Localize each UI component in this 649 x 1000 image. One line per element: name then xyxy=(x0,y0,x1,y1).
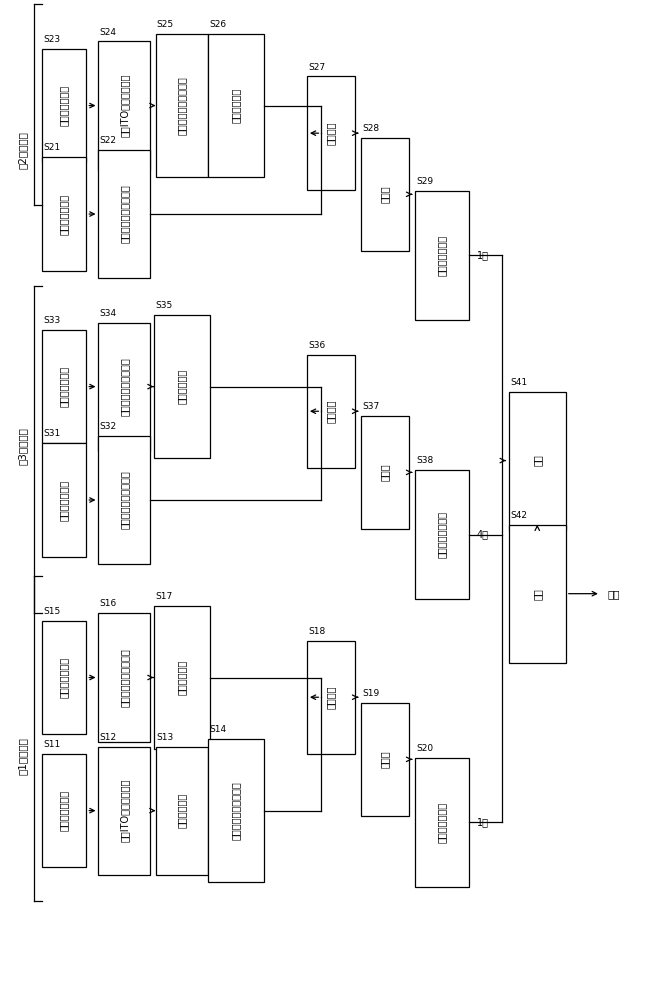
Text: S24: S24 xyxy=(100,28,117,37)
Text: 加工上方的基板: 加工上方的基板 xyxy=(59,790,69,831)
Text: 4个: 4个 xyxy=(476,530,489,540)
Bar xyxy=(99,150,151,278)
Text: 形成取向膜，取向处理: 形成取向膜，取向处理 xyxy=(119,648,129,707)
Bar xyxy=(99,436,151,564)
Text: 形成取向膜，取向处理: 形成取向膜，取向处理 xyxy=(119,471,129,529)
Bar xyxy=(208,34,263,177)
Text: 印刷密封材料: 印刷密封材料 xyxy=(177,369,187,404)
Bar xyxy=(307,76,354,190)
Text: S21: S21 xyxy=(43,143,60,152)
Bar xyxy=(99,41,151,170)
Text: 第2单位元件: 第2单位元件 xyxy=(18,131,28,169)
Bar xyxy=(361,703,409,816)
Text: 第3单位元件: 第3单位元件 xyxy=(18,427,28,465)
Bar xyxy=(415,758,469,887)
Text: S14: S14 xyxy=(209,725,226,734)
Text: S34: S34 xyxy=(100,309,117,318)
Bar xyxy=(42,621,86,734)
Text: S29: S29 xyxy=(416,177,434,186)
Bar xyxy=(307,641,354,754)
Text: S16: S16 xyxy=(100,599,117,608)
Text: S41: S41 xyxy=(510,378,527,387)
Text: S22: S22 xyxy=(100,136,117,145)
Bar xyxy=(208,739,263,882)
Text: S37: S37 xyxy=(362,402,380,411)
Text: 研磨下方的基板: 研磨下方的基板 xyxy=(437,802,447,843)
Text: 设置ITO膜，形成电极: 设置ITO膜，形成电极 xyxy=(119,74,129,137)
Text: 形成取向膜，取向处理: 形成取向膜，取向处理 xyxy=(119,357,129,416)
Text: S28: S28 xyxy=(362,124,380,133)
Bar xyxy=(361,138,409,251)
Text: S17: S17 xyxy=(155,592,172,601)
Bar xyxy=(307,355,354,468)
Text: S35: S35 xyxy=(155,301,172,310)
Text: 盒组装: 盒组装 xyxy=(380,751,390,768)
Text: S19: S19 xyxy=(362,689,380,698)
Bar xyxy=(156,747,208,875)
Bar xyxy=(42,754,86,867)
Text: 产品: 产品 xyxy=(607,589,620,599)
Text: 盒组装: 盒组装 xyxy=(380,185,390,203)
Text: 研磨上方的基板: 研磨上方的基板 xyxy=(437,235,447,276)
Bar xyxy=(509,392,566,530)
Text: S12: S12 xyxy=(100,733,117,742)
Text: S42: S42 xyxy=(510,511,527,520)
Bar xyxy=(42,330,86,443)
Text: 液晶滴注: 液晶滴注 xyxy=(326,121,336,145)
Text: 层叠: 层叠 xyxy=(532,455,543,466)
Text: S18: S18 xyxy=(308,627,326,636)
Text: S25: S25 xyxy=(157,20,174,29)
Bar xyxy=(42,49,86,162)
Text: S15: S15 xyxy=(43,607,60,616)
Bar xyxy=(156,34,208,177)
Text: S23: S23 xyxy=(43,35,60,44)
Text: 形成取向膜，取向处理: 形成取向膜，取向处理 xyxy=(119,185,129,243)
Bar xyxy=(99,747,151,875)
Bar xyxy=(154,315,210,458)
Text: 研磨上下方的基板: 研磨上下方的基板 xyxy=(437,511,447,558)
Text: 液晶滴注: 液晶滴注 xyxy=(326,399,336,423)
Text: 加工上方的基板: 加工上方的基板 xyxy=(59,479,69,521)
Text: 第1单位元件: 第1单位元件 xyxy=(18,737,28,775)
Text: S26: S26 xyxy=(209,20,226,29)
Bar xyxy=(154,606,210,749)
Bar xyxy=(415,470,469,599)
Text: 加工上方的基板: 加工上方的基板 xyxy=(59,193,69,235)
Bar xyxy=(42,443,86,557)
Text: 形成取向膜，取向处理: 形成取向膜，取向处理 xyxy=(177,76,187,135)
Text: S20: S20 xyxy=(416,744,434,753)
Text: S33: S33 xyxy=(43,316,60,325)
Text: S31: S31 xyxy=(43,429,60,438)
Bar xyxy=(99,613,151,742)
Text: 加工下方的基板: 加工下方的基板 xyxy=(59,366,69,407)
Bar xyxy=(415,191,469,320)
Bar xyxy=(509,525,566,663)
Text: 切割: 切割 xyxy=(532,588,543,600)
Text: S32: S32 xyxy=(100,422,117,431)
Text: 1个: 1个 xyxy=(476,817,489,827)
Text: 加工下方的基板: 加工下方的基板 xyxy=(59,85,69,126)
Text: 1个: 1个 xyxy=(476,250,489,260)
Text: S27: S27 xyxy=(308,63,325,72)
Text: S13: S13 xyxy=(157,733,174,742)
Text: 加工下方的基板: 加工下方的基板 xyxy=(59,657,69,698)
Text: 印刷密封材料: 印刷密封材料 xyxy=(177,660,187,695)
Text: 形成高电阻膜: 形成高电阻膜 xyxy=(177,793,187,828)
Text: S36: S36 xyxy=(308,341,326,350)
Bar xyxy=(99,322,151,451)
Text: S11: S11 xyxy=(43,740,60,749)
Text: 设置ITO膜，形成电极: 设置ITO膜，形成电极 xyxy=(119,779,129,842)
Text: 液晶滴注: 液晶滴注 xyxy=(326,685,336,709)
Bar xyxy=(42,157,86,271)
Text: S38: S38 xyxy=(416,456,434,465)
Text: 盒组装: 盒组装 xyxy=(380,464,390,481)
Text: 印刷密封材料: 印刷密封材料 xyxy=(230,88,241,123)
Bar xyxy=(361,416,409,529)
Text: 形成取向膜，取向处理: 形成取向膜，取向处理 xyxy=(230,781,241,840)
